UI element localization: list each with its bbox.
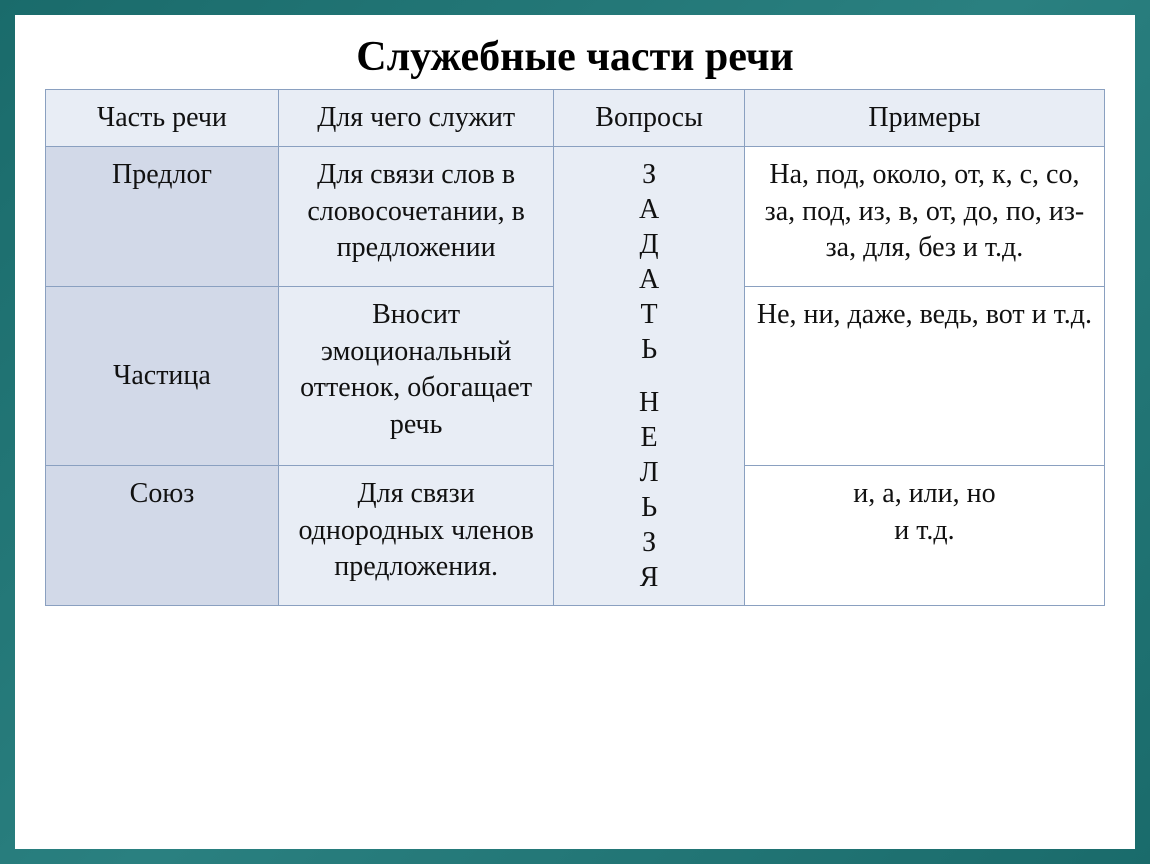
vchar: А [639, 192, 659, 227]
vchar: Е [641, 420, 658, 455]
vchar: А [639, 262, 659, 297]
cell-examples: и, а, или, но и т.д. [744, 466, 1104, 606]
cell-part: Союз [46, 466, 279, 606]
header-part: Часть речи [46, 90, 279, 147]
vertical-text: З А Д А Т Ь Н Е Л Ь З Я [566, 157, 732, 595]
slide-container: Служебные части речи Часть речи Для чего… [15, 15, 1135, 849]
header-examples: Примеры [744, 90, 1104, 147]
cell-part: Частица [46, 287, 279, 466]
cell-part: Предлог [46, 147, 279, 287]
vchar: З [642, 525, 656, 560]
cell-purpose: Для связи слов в словосочетании, в предл… [278, 147, 553, 287]
vchar: Д [640, 227, 659, 262]
cell-questions-merged: З А Д А Т Ь Н Е Л Ь З Я [554, 147, 745, 606]
vchar: Я [640, 560, 659, 595]
vchar: Л [640, 455, 659, 490]
cell-examples: На, под, около, от, к, с, со, за, под, и… [744, 147, 1104, 287]
cell-purpose: Для связи однородных членов предложения. [278, 466, 553, 606]
table-row: Предлог Для связи слов в словосочетании,… [46, 147, 1105, 287]
vchar: З [642, 157, 656, 192]
vchar: Н [639, 385, 659, 420]
header-questions: Вопросы [554, 90, 745, 147]
parts-of-speech-table: Часть речи Для чего служит Вопросы Приме… [45, 89, 1105, 606]
cell-examples: Не, ни, даже, ведь, вот и т.д. [744, 287, 1104, 466]
vchar: Т [641, 297, 658, 332]
cell-purpose: Вносит эмоциональный оттенок, обогащает … [278, 287, 553, 466]
vchar: Ь [641, 490, 657, 525]
header-purpose: Для чего служит [278, 90, 553, 147]
table-header-row: Часть речи Для чего служит Вопросы Приме… [46, 90, 1105, 147]
vchar: Ь [641, 332, 657, 367]
page-title: Служебные части речи [45, 33, 1105, 81]
